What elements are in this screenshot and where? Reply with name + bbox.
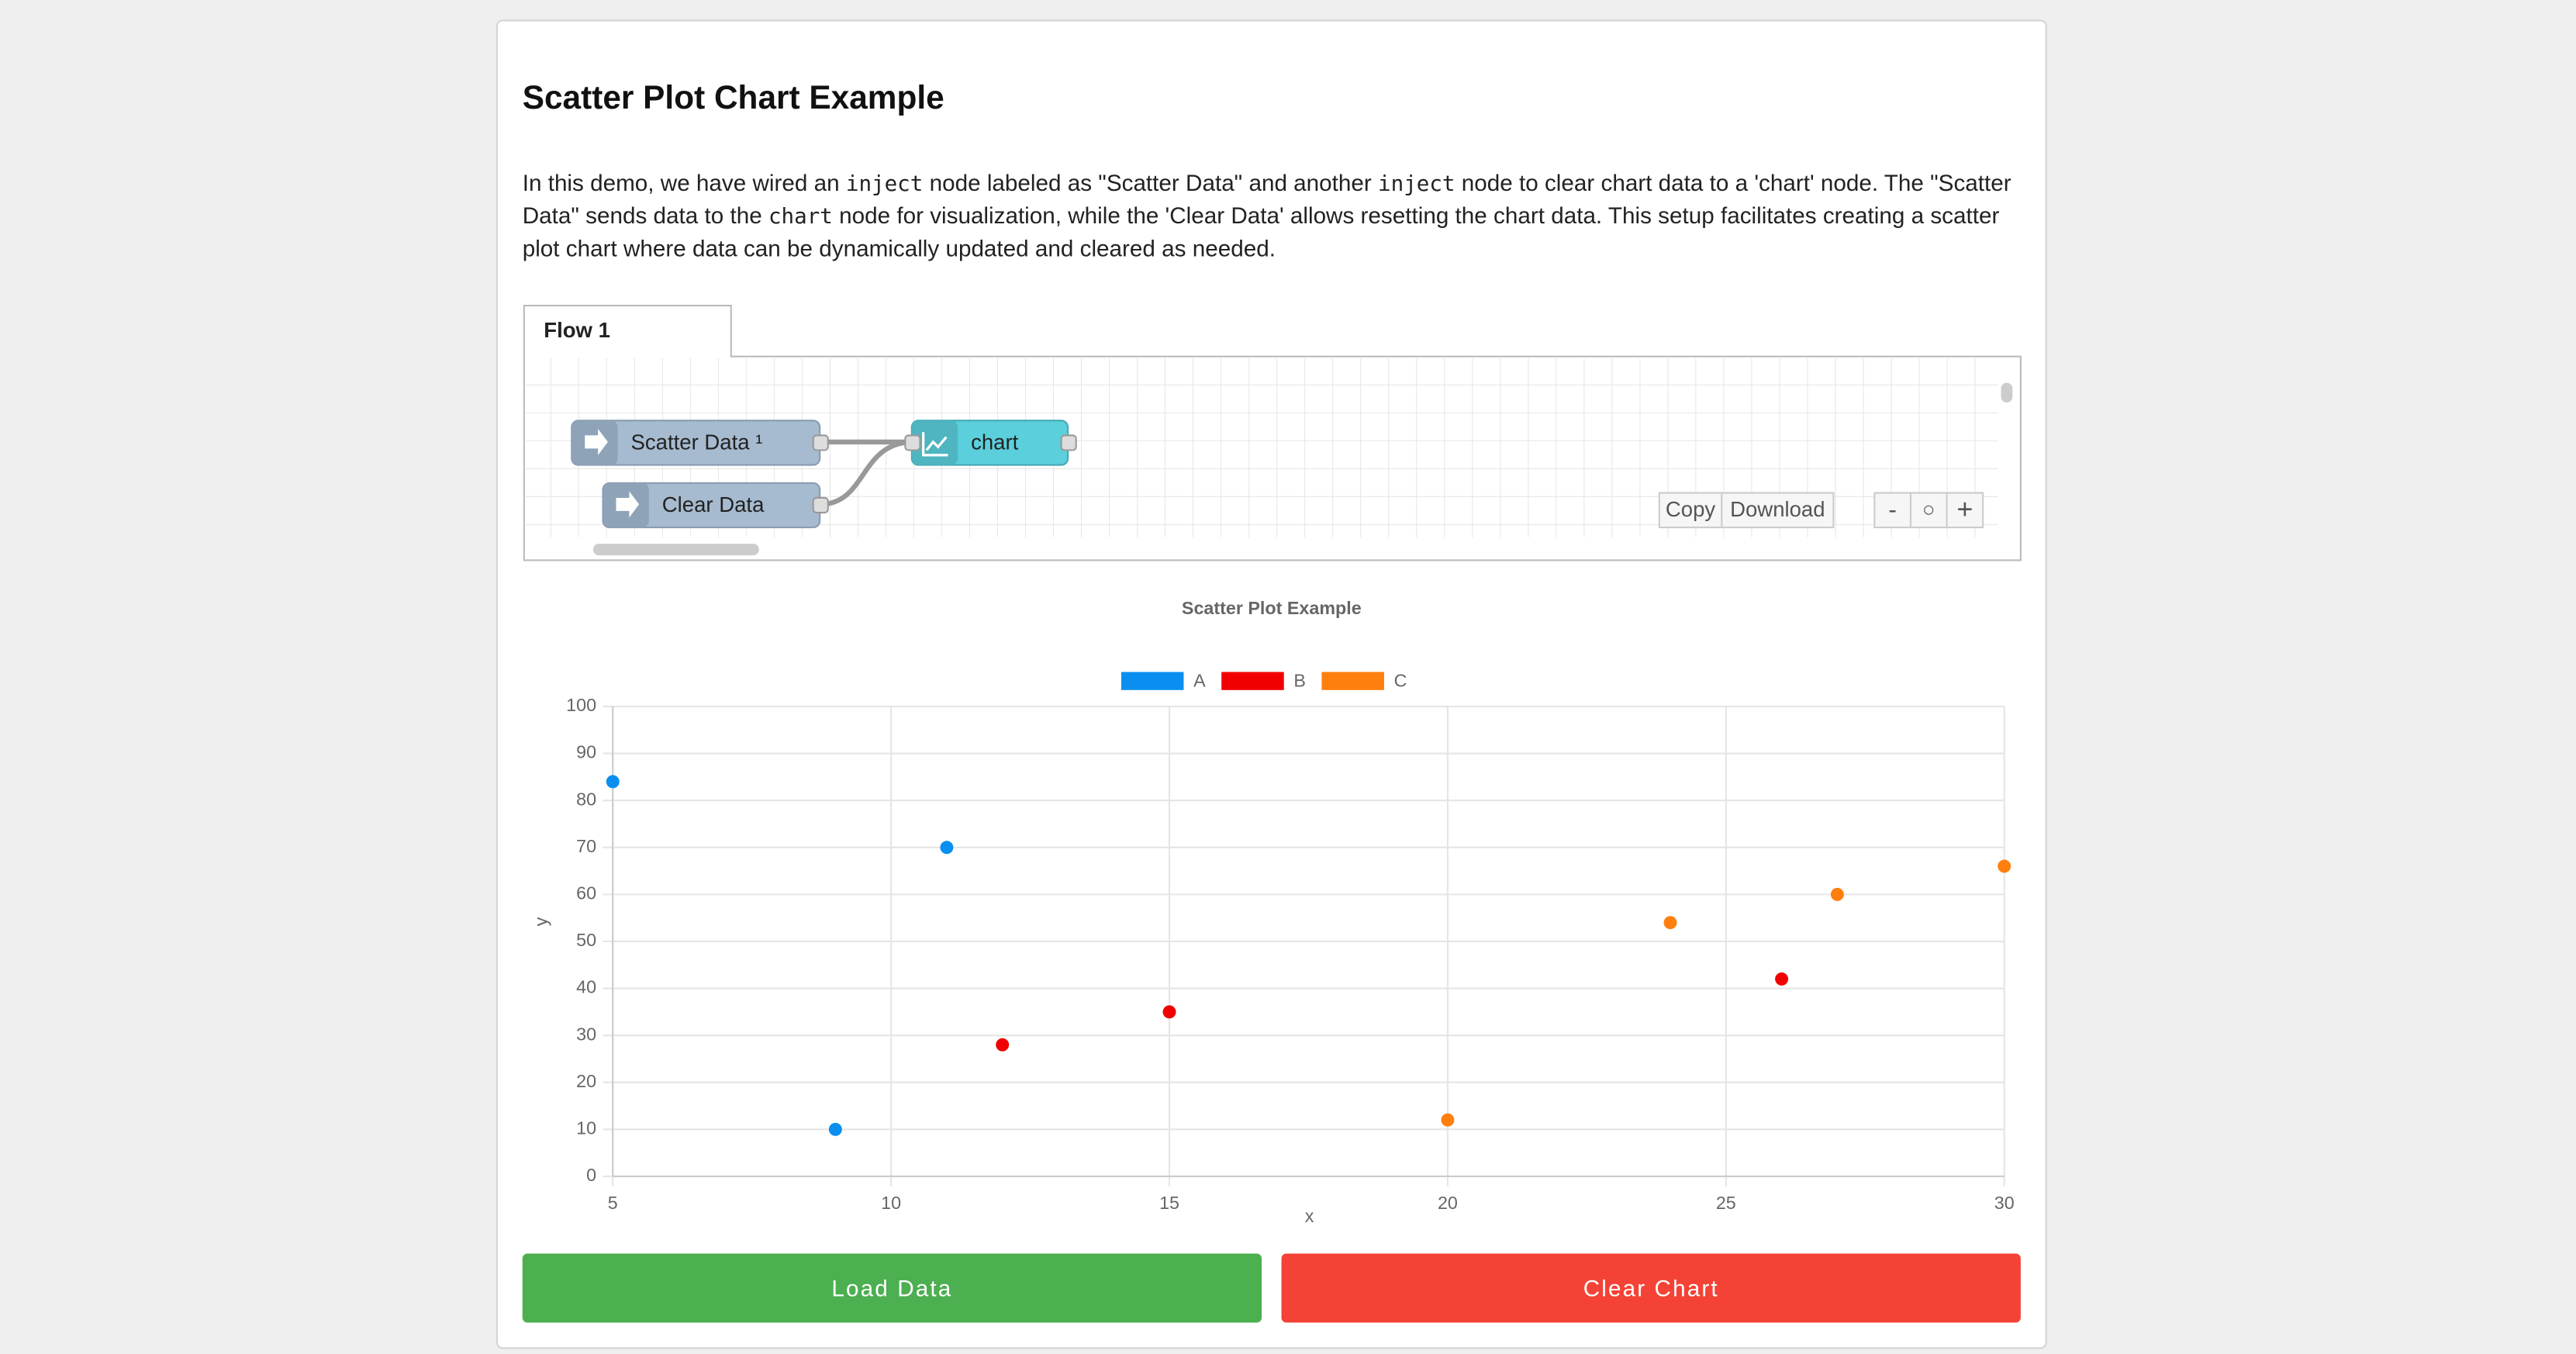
text-run: node for visualization, while the 'Clear… <box>522 202 2000 261</box>
y-tick-label: 60 <box>576 883 596 903</box>
description: In this demo, we have wired an inject no… <box>523 168 2021 264</box>
node-label: Clear Data <box>662 492 765 516</box>
point <box>606 775 620 789</box>
legend-label: C <box>1394 670 1407 690</box>
page-title: Scatter Plot Chart Example <box>522 80 944 117</box>
node-label: chart <box>971 430 1019 454</box>
y-tick-label: 0 <box>586 1165 596 1185</box>
download-button[interactable]: Download <box>1730 497 1825 521</box>
legend-swatch <box>1321 672 1384 690</box>
x-tick-label: 15 <box>1159 1193 1179 1213</box>
x-tick-label: 5 <box>608 1193 618 1213</box>
h-scrollbar[interactable] <box>592 544 759 556</box>
node-label: Scatter Data ¹ <box>631 430 763 454</box>
point <box>1441 1113 1455 1127</box>
zoom-in[interactable]: + <box>1956 492 1973 524</box>
y-tick-label: 50 <box>576 930 596 950</box>
y-tick-label: 90 <box>576 742 596 762</box>
flow-editor: Flow 1 Scatter Data ¹ Clear Data chart <box>523 305 2022 561</box>
y-tick-label: 20 <box>576 1071 596 1091</box>
point <box>996 1038 1010 1052</box>
point <box>1663 916 1677 930</box>
node[interactable]: Scatter Data ¹ <box>571 420 829 466</box>
toolbar: Copy Download - ○ + <box>1658 492 1984 529</box>
x-tick-label: 20 <box>1438 1193 1458 1213</box>
wire <box>820 439 913 507</box>
legend-swatch <box>1121 672 1184 690</box>
zoom-out[interactable]: - <box>1888 495 1897 523</box>
point <box>1775 972 1789 986</box>
x-axis-label: x <box>1305 1206 1314 1226</box>
zoom-reset[interactable]: ○ <box>1922 497 1935 521</box>
y-tick-label: 80 <box>576 789 596 809</box>
x-tick-label: 30 <box>1994 1193 2015 1213</box>
x-tick-label: 10 <box>881 1193 901 1213</box>
x-tick-label: 25 <box>1716 1193 1736 1213</box>
legend-label: A <box>1193 670 1206 690</box>
y-axis-label: y <box>530 917 551 926</box>
y-tick-label: 10 <box>576 1117 596 1138</box>
card: Scatter Plot Chart Example In this demo,… <box>496 19 2047 1349</box>
inline-code: inject <box>1378 172 1455 198</box>
chart: Scatter Plot Example x y 0 10 20 30 40 50 60 70… <box>530 598 2015 1226</box>
point <box>940 841 954 855</box>
v-scrollbar[interactable] <box>2001 382 2013 403</box>
legend-label: B <box>1293 670 1306 690</box>
point <box>1998 859 2011 873</box>
y-tick-label: 40 <box>576 977 596 997</box>
y-tick-label: 100 <box>566 695 596 715</box>
chart-title: Scatter Plot Example <box>1182 598 1362 618</box>
text-run: In this demo, we have wired an <box>522 169 846 196</box>
copy-button[interactable]: Copy <box>1666 497 1716 521</box>
y-tick-label: 30 <box>576 1024 596 1044</box>
node[interactable]: chart <box>904 420 1077 466</box>
text-run: node to clear chart data to a 'chart' no… <box>522 169 2011 229</box>
point <box>1830 887 1844 901</box>
text-run: node labeled as "Scatter Data" and anoth… <box>923 169 1379 196</box>
action-button[interactable]: Clear Chart <box>1281 1253 2021 1323</box>
point <box>828 1122 842 1136</box>
flow-tab[interactable]: Flow 1 <box>544 318 610 342</box>
inline-code: chart <box>768 205 833 230</box>
node[interactable]: Clear Data <box>602 482 829 529</box>
y-tick-label: 70 <box>576 836 596 856</box>
point <box>1162 1005 1176 1019</box>
action-button[interactable]: Load Data <box>522 1253 1262 1323</box>
legend-swatch <box>1221 672 1284 690</box>
inline-code: inject <box>845 172 924 198</box>
